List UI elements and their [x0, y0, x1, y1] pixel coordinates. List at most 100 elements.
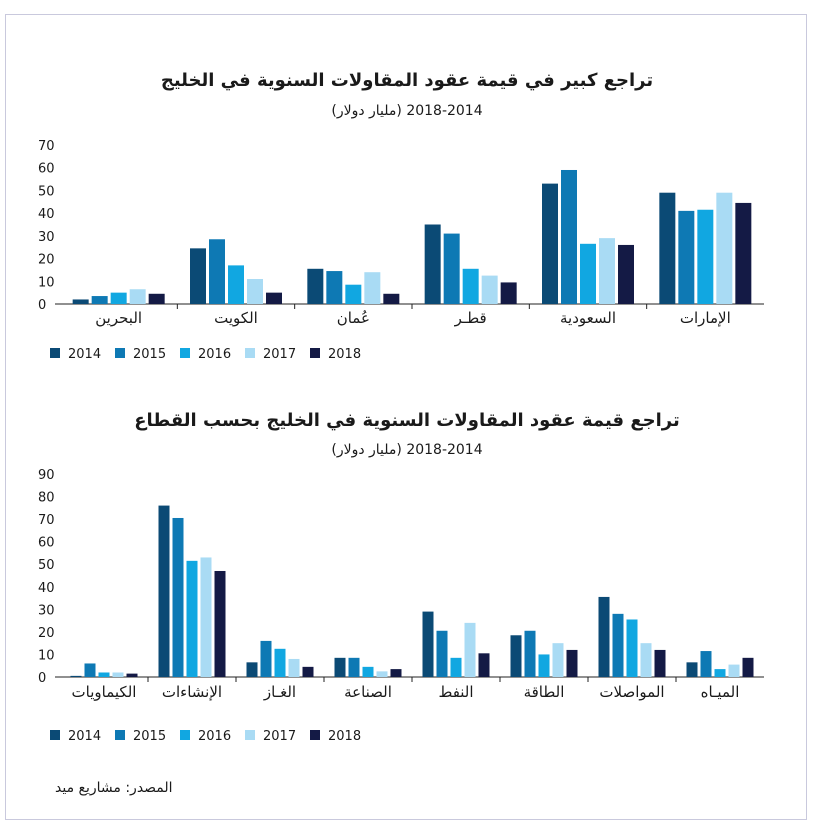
- bar-2016: [538, 654, 550, 677]
- legend-swatch-2015: [115, 730, 125, 740]
- bar-2017: [599, 238, 615, 304]
- bar-2015: [612, 613, 624, 677]
- bar-2016: [626, 619, 638, 677]
- chart2-svg: 0 10 20 30 40 50 60 70 80 90 الكيماويات الإنشاءات ال…: [38, 468, 764, 744]
- y-tick-label: 40: [38, 581, 55, 596]
- bar-2018: [383, 293, 400, 304]
- category-label: الإنشاءات: [162, 683, 222, 701]
- bar-2014: [510, 635, 522, 677]
- bar-2018: [735, 202, 752, 304]
- category-label: الصناعة: [344, 683, 392, 701]
- bar-2018: [654, 649, 666, 677]
- category-label: الطاقة: [524, 683, 565, 701]
- bar-2017: [129, 289, 146, 304]
- chart1-title: تراجع كبير في قيمة عقود المقاولات السنوي…: [160, 70, 654, 91]
- bar-2017: [247, 279, 263, 304]
- y-tick-label: 20: [38, 253, 55, 268]
- bar-2018: [302, 666, 314, 677]
- bar-2015: [84, 663, 96, 677]
- y-tick-label: 70: [38, 139, 55, 154]
- category-label: عُمان: [337, 309, 370, 327]
- bar-2015: [700, 651, 712, 677]
- bar-2016: [362, 666, 374, 677]
- figure-frame: [5, 14, 807, 820]
- bar-2016: [228, 265, 244, 304]
- bar-2016: [462, 268, 479, 304]
- legend-swatch-2014: [50, 348, 60, 358]
- bar-2014: [542, 183, 558, 304]
- bar-2014: [686, 662, 698, 677]
- bar-2015: [348, 657, 360, 677]
- legend-label: 2014: [68, 729, 101, 744]
- y-tick-label: 30: [38, 603, 55, 618]
- bar-2018: [148, 293, 165, 304]
- legend-label: 2015: [133, 347, 166, 360]
- bar-2016: [274, 648, 286, 677]
- bar-2015: [524, 630, 536, 677]
- bar-2014: [70, 675, 82, 677]
- y-tick-label: 10: [38, 275, 55, 290]
- bar-2014: [424, 224, 441, 304]
- bar-2015: [436, 630, 448, 677]
- bar-2014: [422, 611, 434, 677]
- legend-label: 2014: [68, 347, 101, 360]
- y-tick-label: 20: [38, 626, 55, 641]
- category-label: الميـاه: [701, 683, 740, 701]
- bar-2018: [126, 673, 138, 677]
- y-tick-label: 0: [38, 298, 46, 313]
- source-note: المصدر: مشاريع ميد: [55, 780, 173, 796]
- chart1-svg: 0 10 20 30 40 50 60 70 البحرين الكويت عُمان قطـر الس…: [38, 139, 764, 360]
- bar-2018: [566, 649, 578, 677]
- bar-2014: [598, 596, 610, 677]
- bar-2016: [110, 292, 127, 304]
- bar-2015: [172, 517, 184, 677]
- bar-2016: [580, 243, 596, 304]
- bar-2014: [659, 192, 676, 304]
- category-label: الكويت: [214, 309, 258, 327]
- category-label: البحرين: [95, 309, 142, 327]
- bar-2017: [728, 664, 740, 677]
- y-tick-label: 70: [38, 513, 55, 528]
- legend-label: 2017: [263, 729, 296, 744]
- bar-2017: [640, 643, 652, 677]
- bar-2016: [345, 284, 362, 304]
- legend-label: 2015: [133, 729, 166, 744]
- category-label: قطـر: [454, 309, 487, 327]
- legend-swatch-2016: [180, 348, 190, 358]
- y-tick-label: 40: [38, 207, 55, 222]
- chart1-subtitle: 2018-2014 (مليار دولار): [331, 103, 483, 119]
- bar-2017: [112, 672, 124, 677]
- legend-swatch-2016: [180, 730, 190, 740]
- bar-2015: [678, 210, 695, 304]
- y-tick-label: 50: [38, 558, 55, 573]
- y-tick-label: 30: [38, 230, 55, 245]
- legend-swatch-2014: [50, 730, 60, 740]
- bar-2018: [266, 292, 282, 304]
- legend-swatch-2015: [115, 348, 125, 358]
- bar-2017: [716, 192, 733, 304]
- bar-2014: [246, 662, 258, 677]
- bar-2018: [500, 282, 517, 304]
- category-label: النفط: [438, 683, 473, 701]
- legend-label: 2016: [198, 347, 231, 360]
- bar-2016: [450, 657, 462, 677]
- legend-label: 2018: [328, 347, 361, 360]
- bar-2014: [72, 299, 89, 304]
- category-label: الغـاز: [263, 683, 296, 701]
- category-label: الكيماويات: [72, 683, 137, 701]
- y-tick-label: 90: [38, 468, 55, 483]
- category-label: المواصلات: [599, 683, 664, 701]
- bar-2018: [618, 244, 634, 304]
- chart2-subtitle: 2018-2014 (مليار دولار): [331, 442, 483, 458]
- legend-swatch-2018: [310, 348, 320, 358]
- legend-label: 2016: [198, 729, 231, 744]
- y-tick-label: 60: [38, 162, 55, 177]
- legend-label: 2017: [263, 347, 296, 360]
- category-label: الإمارات: [680, 309, 731, 327]
- bar-2018: [390, 669, 402, 677]
- y-tick-label: 80: [38, 491, 55, 506]
- bar-2014: [307, 268, 324, 304]
- bar-2014: [158, 505, 170, 677]
- category-label: السعودية: [560, 309, 616, 327]
- bar-2014: [190, 248, 206, 304]
